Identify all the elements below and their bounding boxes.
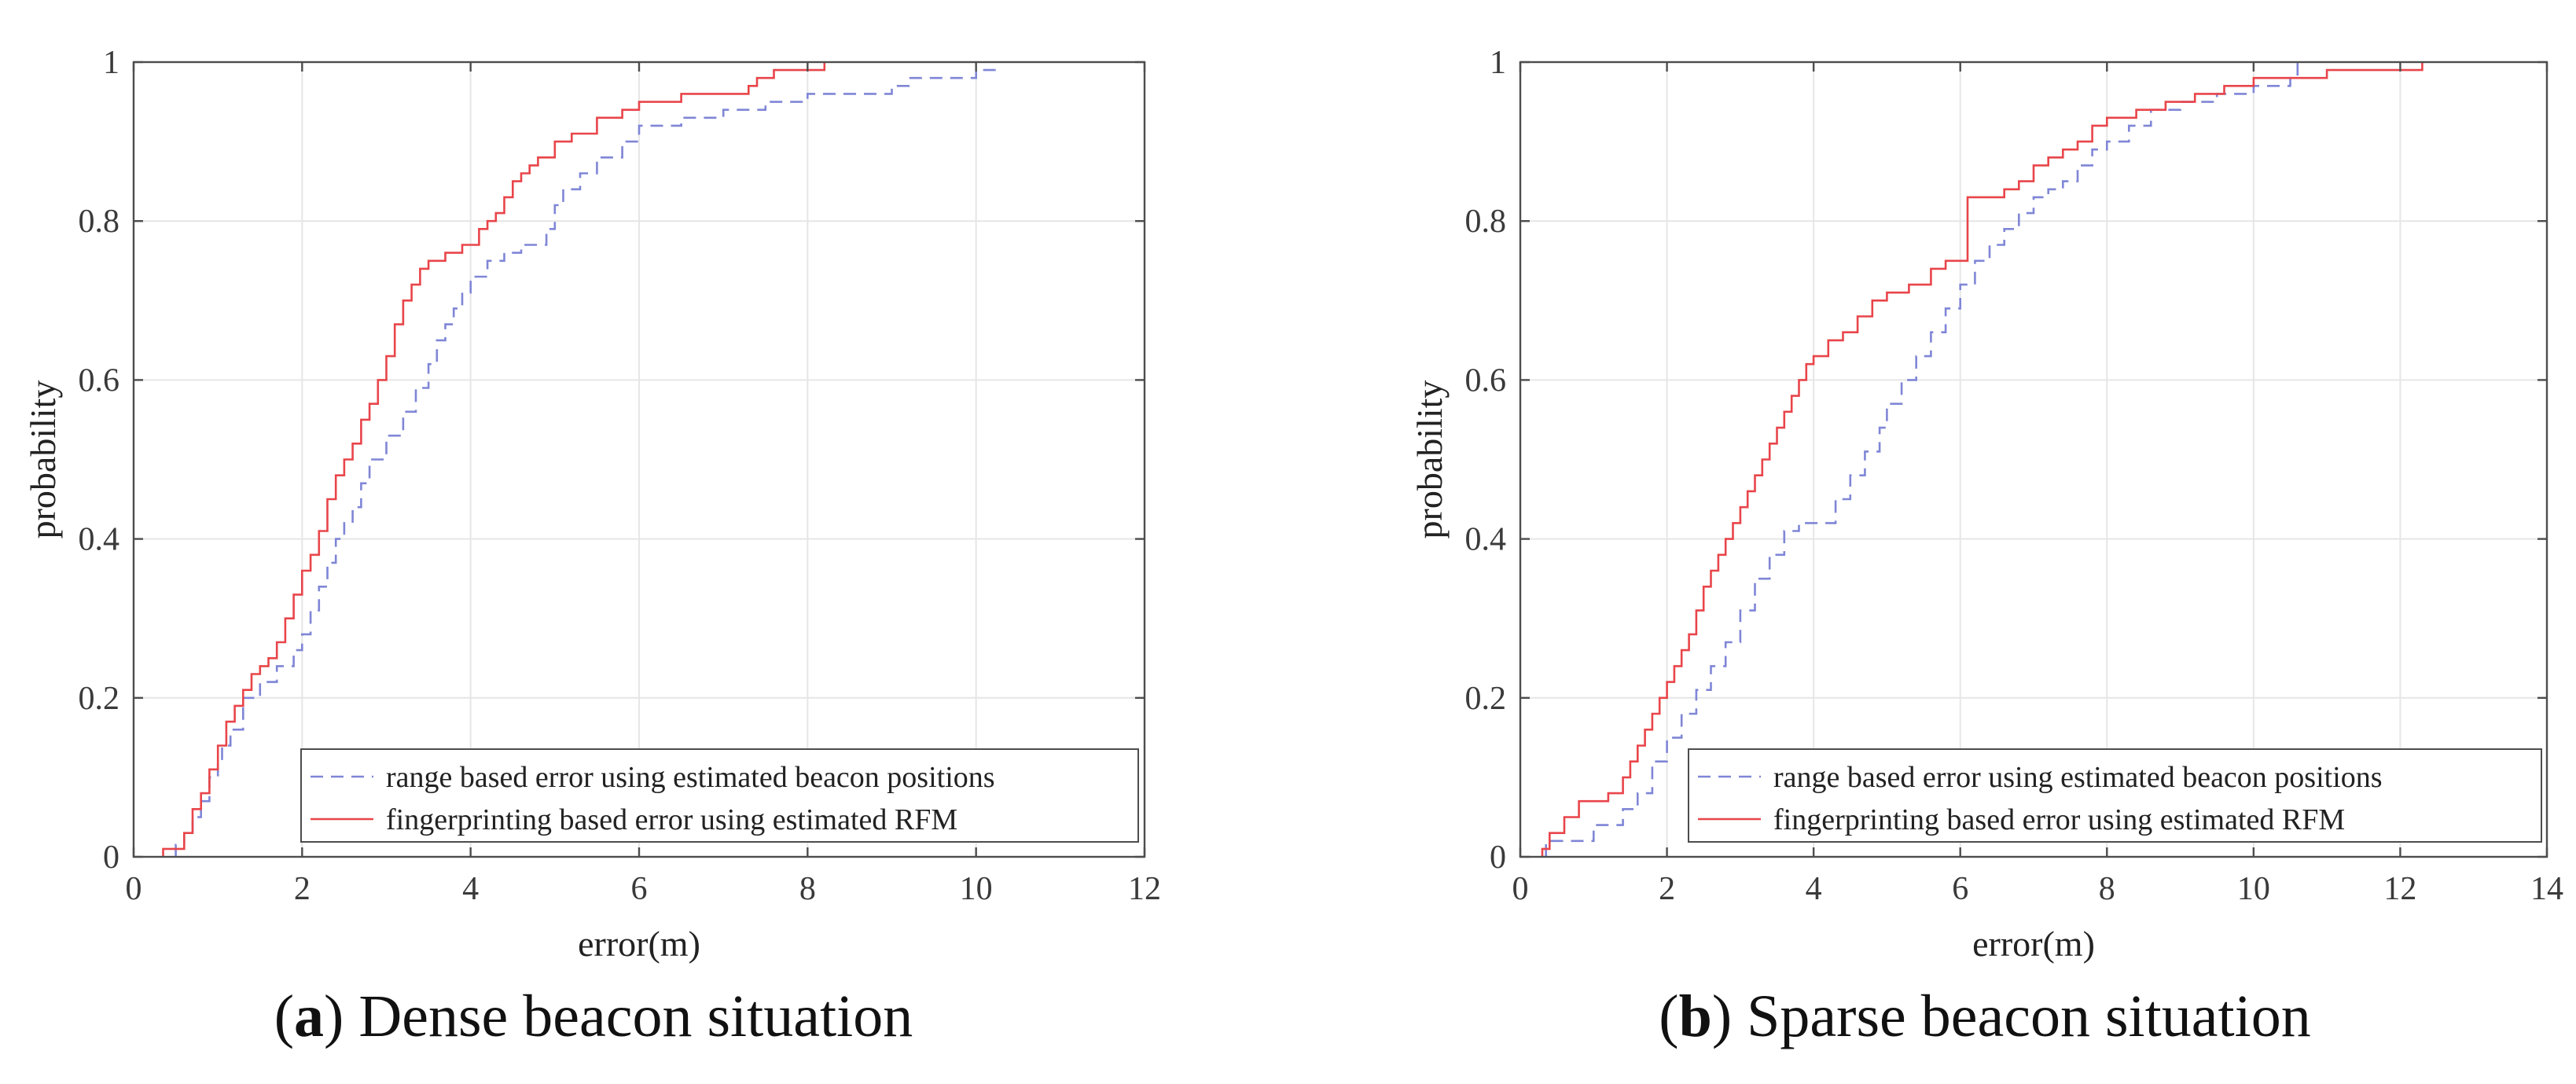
y-tick-label: 0.6 <box>1465 362 1507 399</box>
panel-a-dense-beacon: 0 2 4 6 8 10 12 0 0.2 0.4 0.6 0.8 1 error(m) probabili… <box>23 45 1161 1049</box>
x-tick-label: 12 <box>1128 871 1161 907</box>
y-tick-label: 0.8 <box>1465 204 1507 240</box>
caption-paren-open: ( <box>1659 983 1678 1049</box>
plot-area <box>1520 62 2547 857</box>
legend-box <box>1688 748 2542 843</box>
caption-text: Dense beacon situation <box>358 983 913 1049</box>
y-axis-label: probability <box>1409 380 1450 539</box>
caption-paren-close: ) <box>1712 983 1747 1049</box>
panel-caption: (b) Sparse beacon situation <box>1659 983 2311 1049</box>
x-tick-label: 0 <box>1512 871 1529 907</box>
panel-caption: (a) Dense beacon situation <box>274 983 913 1049</box>
series-line-range-based <box>1545 62 2299 857</box>
x-tick-label: 12 <box>2383 871 2416 907</box>
series-line-fingerprinting <box>1541 62 2423 857</box>
series-line-fingerprinting <box>162 62 826 857</box>
caption-paren-close: ) <box>324 983 358 1049</box>
y-tick-label: 0.2 <box>79 681 120 717</box>
y-tick-label: 0.8 <box>79 204 120 240</box>
x-tick-label: 10 <box>2237 871 2270 907</box>
caption-paren-open: ( <box>274 983 294 1049</box>
y-tick-label: 0.4 <box>79 522 120 558</box>
x-tick-label: 8 <box>2099 871 2115 907</box>
y-tick-label: 0.6 <box>79 362 120 399</box>
axes-box <box>1519 61 2548 858</box>
y-tick-label: 1 <box>103 45 119 81</box>
y-tick-label: 1 <box>1490 45 1506 81</box>
y-tick-label: 0.2 <box>1465 681 1507 717</box>
x-tick-label: 4 <box>462 871 479 907</box>
x-tick-label: 6 <box>631 871 648 907</box>
caption-text: Sparse beacon situation <box>1747 983 2311 1049</box>
caption-letter: b <box>1679 983 1712 1049</box>
legend-entry-label: range based error using estimated beacon… <box>386 761 995 794</box>
x-tick-label: 2 <box>1659 871 1675 907</box>
x-tick-label: 4 <box>1806 871 1822 907</box>
legend-entry-label: fingerprinting based error using estimat… <box>386 803 957 836</box>
y-axis-label: probability <box>23 380 63 539</box>
caption-letter: a <box>294 983 324 1049</box>
x-tick-label: 8 <box>799 871 816 907</box>
x-tick-label: 0 <box>126 871 142 907</box>
x-tick-label: 10 <box>960 871 993 907</box>
legend-entry-label: range based error using estimated beacon… <box>1773 761 2383 794</box>
legend: range based error using estimated beacon… <box>300 748 1139 843</box>
x-axis-label: error(m) <box>1972 924 2095 964</box>
y-tick-label: 0 <box>1490 840 1506 876</box>
x-tick-label: 14 <box>2530 871 2563 907</box>
legend-box <box>300 748 1139 843</box>
x-tick-label: 6 <box>1952 871 1968 907</box>
x-tick-label: 2 <box>294 871 311 907</box>
legend: range based error using estimated beacon… <box>1688 748 2542 843</box>
y-tick-label: 0.4 <box>1465 522 1507 558</box>
legend-entry-label: fingerprinting based error using estimat… <box>1773 803 2345 836</box>
panel-b-sparse-beacon: 0 2 4 6 8 10 12 14 0 0.2 0.4 0.6 0.8 1 error(m) probabi… <box>1409 45 2563 1049</box>
x-axis-label: error(m) <box>578 924 700 964</box>
series-line-range-based <box>175 68 1001 857</box>
y-tick-label: 0 <box>103 840 119 876</box>
